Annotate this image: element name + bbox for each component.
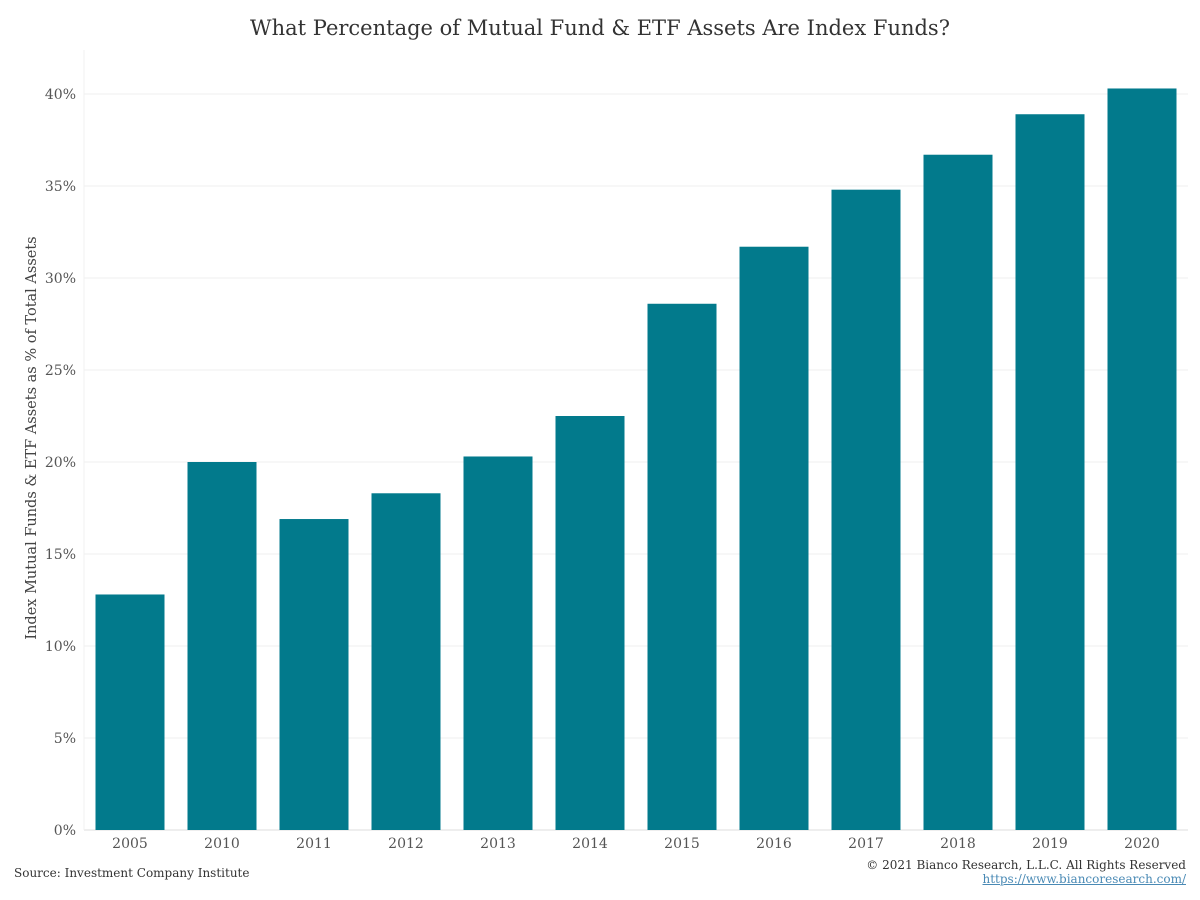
- y-axis-ticks: 0% 5% 10% 15% 20% 25% 30% 35% 40%: [45, 87, 76, 839]
- bar-2014[interactable]: [555, 416, 625, 830]
- bar-2011[interactable]: [279, 519, 349, 830]
- x-tick-label: 2005: [112, 836, 148, 852]
- bar-2016[interactable]: [739, 246, 809, 831]
- x-tick-label: 2011: [296, 836, 332, 852]
- gridlines: [83, 50, 1188, 831]
- bar-2010[interactable]: [187, 462, 257, 830]
- x-tick-label: 2014: [572, 836, 608, 852]
- bar-2012[interactable]: [371, 493, 441, 830]
- copyright-note: © 2021 Bianco Research, L.L.C. All Right…: [866, 858, 1186, 872]
- y-tick-label: 0%: [54, 823, 76, 839]
- bar-2018[interactable]: [923, 154, 993, 831]
- x-axis-ticks: 2005 2010 2011 2012 2013 2014 2015 2016 2017 2018…: [112, 836, 1160, 852]
- x-tick-label: 2018: [940, 836, 976, 852]
- x-tick-label: 2013: [480, 836, 516, 852]
- y-tick-label: 35%: [45, 179, 76, 195]
- y-tick-label: 30%: [45, 271, 76, 287]
- y-tick-label: 10%: [45, 639, 76, 655]
- website-link[interactable]: https://www.biancoresearch.com/: [982, 872, 1186, 886]
- bar-2015[interactable]: [647, 303, 717, 830]
- bars: [95, 88, 1177, 831]
- x-tick-label: 2017: [848, 836, 884, 852]
- bar-2020[interactable]: [1107, 88, 1177, 831]
- y-tick-label: 40%: [45, 87, 76, 103]
- bar-2017[interactable]: [831, 189, 901, 830]
- chart-title: What Percentage of Mutual Fund & ETF Ass…: [250, 16, 950, 40]
- y-tick-label: 5%: [54, 731, 76, 747]
- x-tick-label: 2015: [664, 836, 700, 852]
- y-tick-label: 20%: [45, 455, 76, 471]
- source-note: Source: Investment Company Institute: [14, 866, 250, 880]
- bar-2013[interactable]: [463, 456, 533, 830]
- y-tick-label: 15%: [45, 547, 76, 563]
- x-tick-label: 2012: [388, 836, 424, 852]
- x-tick-label: 2019: [1032, 836, 1068, 852]
- y-axis-title: Index Mutual Funds & ETF Assets as % of …: [24, 236, 40, 639]
- y-tick-label: 25%: [45, 363, 76, 379]
- x-tick-label: 2020: [1124, 836, 1160, 852]
- x-tick-label: 2010: [204, 836, 240, 852]
- bar-2019[interactable]: [1015, 114, 1085, 831]
- bar-2005[interactable]: [95, 594, 165, 830]
- x-tick-label: 2016: [756, 836, 792, 852]
